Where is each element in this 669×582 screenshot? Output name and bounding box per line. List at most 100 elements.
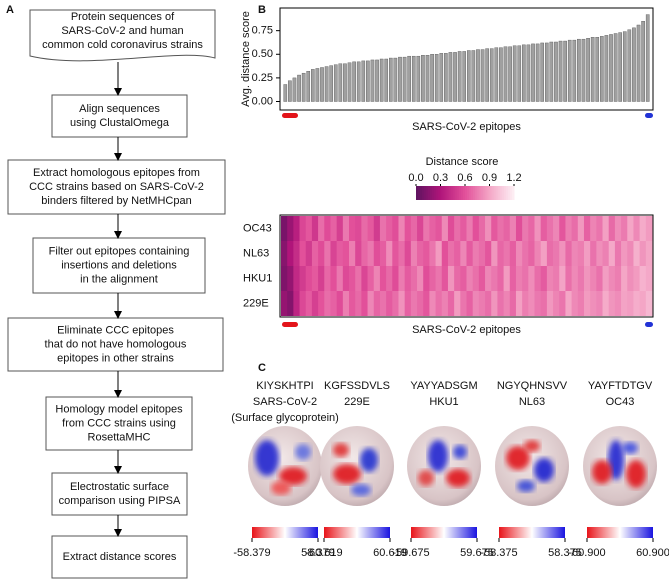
plot-frame xyxy=(279,7,654,111)
heat-cell xyxy=(367,216,375,241)
colorbar-cell xyxy=(504,186,507,200)
scale-label: -60.619 xyxy=(305,547,342,559)
heat-cell xyxy=(522,216,529,241)
colorbar-cell xyxy=(494,186,497,200)
heat-cell xyxy=(590,216,597,241)
heat-cell xyxy=(540,241,548,266)
bar xyxy=(567,39,572,102)
heat-cell xyxy=(336,266,344,291)
step-text: using ClustalOmega xyxy=(70,117,170,129)
step-text: that do not have homologous xyxy=(45,338,187,350)
process-box xyxy=(51,535,188,579)
heat-cell xyxy=(559,216,566,241)
bar xyxy=(590,37,595,102)
heat-cell xyxy=(614,266,622,291)
process-box xyxy=(7,159,226,215)
structure-label: 229E xyxy=(344,396,370,408)
heat-cell xyxy=(546,266,554,291)
surface-model xyxy=(495,426,569,506)
bar xyxy=(311,69,315,102)
heat-cell xyxy=(417,291,424,316)
heat-cell xyxy=(318,266,325,291)
heat-cell xyxy=(602,216,610,241)
heat-cell xyxy=(528,266,535,291)
heat-cell xyxy=(534,291,542,316)
structure-label: HKU1 xyxy=(429,396,458,408)
heat-cell xyxy=(373,241,381,266)
colorbar-cell xyxy=(484,186,488,200)
heat-cell xyxy=(349,216,356,241)
heat-cell xyxy=(460,216,467,241)
bar xyxy=(333,64,338,102)
bar xyxy=(421,55,425,102)
heat-cell xyxy=(423,266,430,291)
heat-cell xyxy=(614,241,622,266)
bar xyxy=(384,58,389,102)
heat-cell xyxy=(330,266,338,291)
process-box xyxy=(51,94,188,138)
heat-cell xyxy=(485,266,492,291)
colorbar-cell xyxy=(463,186,466,200)
charge-patch xyxy=(428,440,448,472)
heat-cell xyxy=(435,241,443,266)
heat-cell xyxy=(447,266,455,291)
heat-cell xyxy=(404,291,412,316)
row-label: NL63 xyxy=(243,247,269,259)
bar xyxy=(430,54,434,102)
bar xyxy=(462,51,467,102)
heat-cell xyxy=(577,216,585,241)
colorbar-cell xyxy=(459,186,462,200)
heat-cell xyxy=(330,291,338,316)
surface-model xyxy=(583,426,657,506)
heat-cell xyxy=(447,241,455,266)
bar xyxy=(389,57,393,102)
heat-cell xyxy=(336,291,344,316)
heat-cell xyxy=(534,216,542,241)
heat-cell xyxy=(478,291,486,316)
colorbar-cell xyxy=(417,186,421,200)
heat-cell xyxy=(386,266,393,291)
heat-cell xyxy=(281,291,288,316)
heat-cell xyxy=(441,241,449,266)
heat-cell xyxy=(454,216,461,241)
heat-cell xyxy=(299,241,307,266)
step-text: Electrostatic surface xyxy=(70,481,169,493)
y-axis-label: Avg. distance score xyxy=(240,11,252,107)
heat-cell xyxy=(472,241,480,266)
bar xyxy=(439,53,444,102)
bar xyxy=(375,59,379,102)
bar xyxy=(402,56,407,102)
colorbar-cell xyxy=(427,186,431,200)
bar xyxy=(618,32,622,102)
charge-patch xyxy=(360,448,378,472)
bar xyxy=(352,61,356,102)
charge-patch xyxy=(279,467,307,485)
heat-cell xyxy=(373,291,381,316)
heat-cell xyxy=(639,266,647,291)
heat-cell xyxy=(571,266,579,291)
charge-patch xyxy=(592,460,612,484)
surface xyxy=(495,426,569,506)
row-label: HKU1 xyxy=(243,272,272,284)
structure-label: KGFSSDVLS xyxy=(324,380,390,392)
structure-label: YAYFTDTGV xyxy=(588,380,653,392)
colorbar-cell xyxy=(431,186,435,200)
row-label: 229E xyxy=(243,297,269,309)
heat-cell xyxy=(311,216,319,241)
heat-cell xyxy=(392,241,399,266)
heat-cell xyxy=(590,266,597,291)
colorbar-cell xyxy=(433,186,437,200)
heat-cell xyxy=(336,241,344,266)
heat-cell xyxy=(361,266,368,291)
heat-cell xyxy=(491,291,498,316)
heat-cell xyxy=(305,216,313,241)
colorbar-cell xyxy=(461,186,464,200)
colorbar-cell xyxy=(455,186,458,200)
heat-cell xyxy=(287,216,294,241)
document-box xyxy=(29,9,216,62)
heat-cell xyxy=(454,291,461,316)
heat-cell xyxy=(503,291,511,316)
heat-cell xyxy=(299,266,307,291)
heat-cell xyxy=(398,266,406,291)
heat-cell xyxy=(553,291,560,316)
